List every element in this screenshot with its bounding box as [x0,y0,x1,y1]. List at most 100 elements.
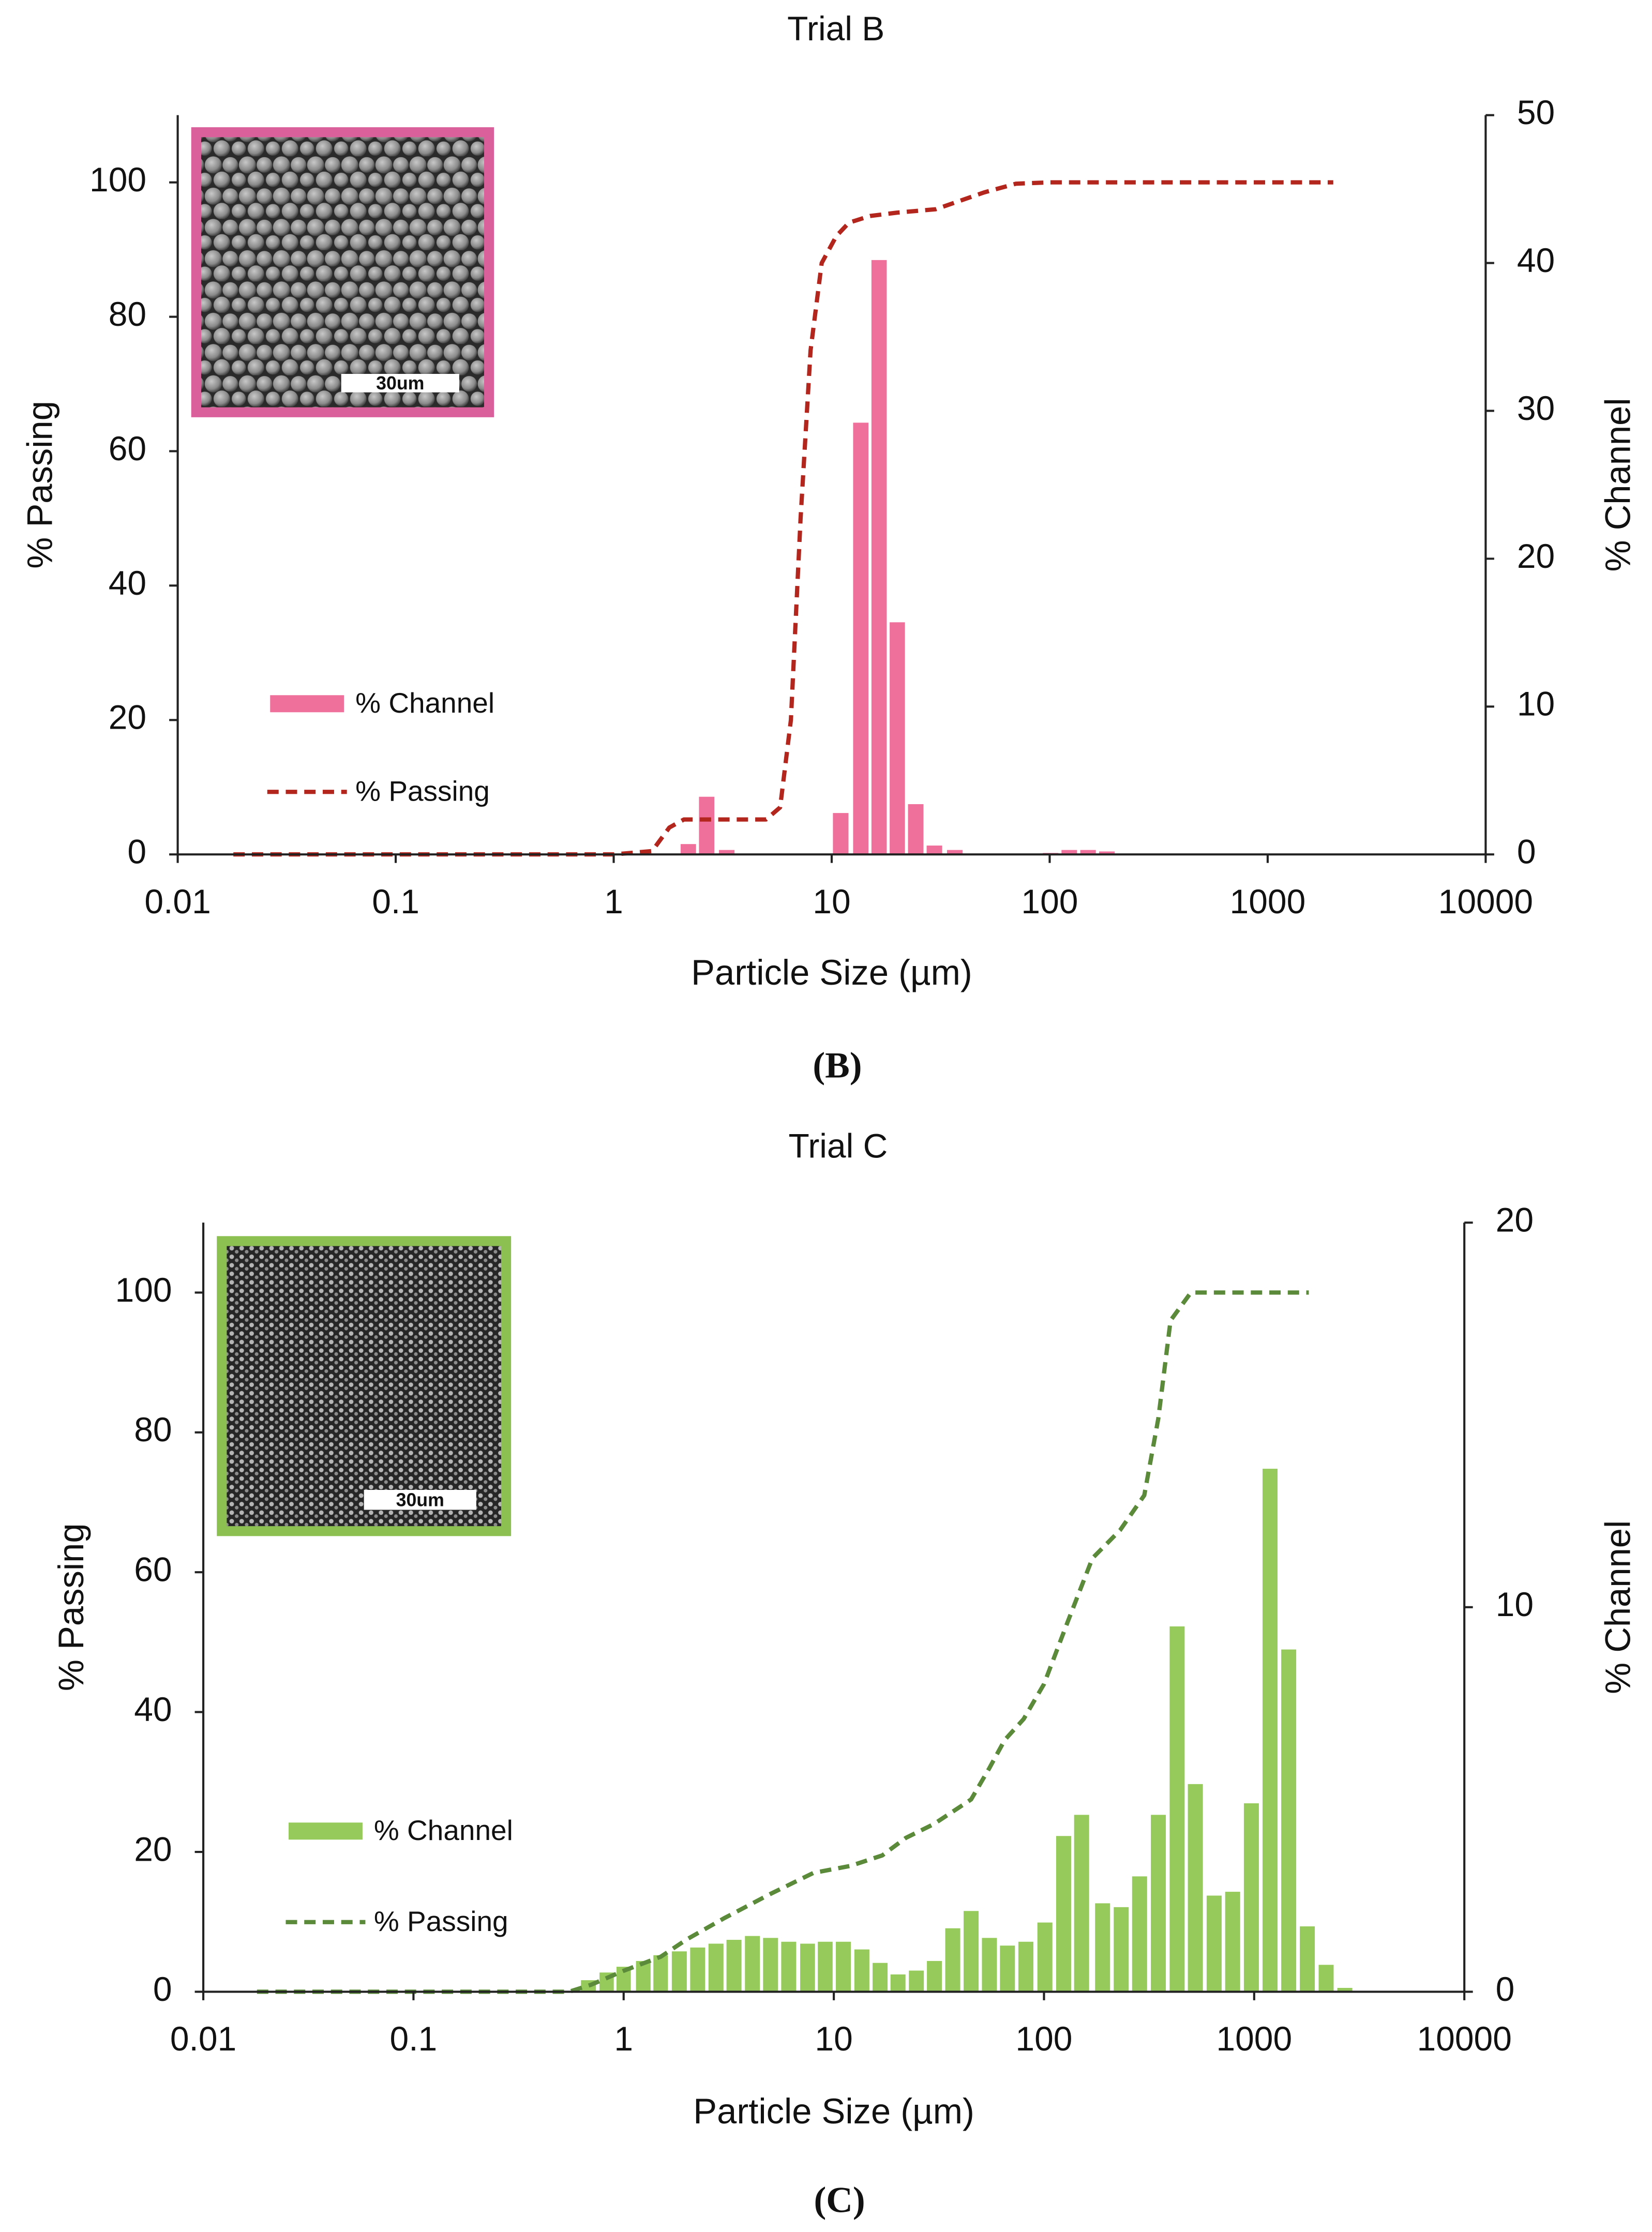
x-tick-label: 1 [604,882,623,921]
bar [1263,1469,1278,1992]
bar [1151,1815,1166,1992]
x-tick-label: 10000 [1438,882,1533,921]
bar [1300,1926,1315,1992]
legend-swatch [288,1822,363,1840]
y2-tick-label: 30 [1517,389,1555,427]
chart-title: Trial C [788,1127,888,1165]
x-tick-label: 0.1 [372,882,419,921]
y2-tick-label: 20 [1496,1201,1534,1239]
bar [726,1940,742,1992]
bar [871,260,887,855]
bar [1114,1907,1129,1992]
inset-image [217,1236,512,1536]
bar [947,850,963,855]
x-tick-label: 1000 [1230,882,1306,921]
bar [1169,1626,1185,1992]
bar [927,1960,942,1992]
bar [653,1955,668,1992]
bar [1188,1784,1203,1992]
x-tick-label: 10000 [1417,2019,1511,2058]
y-tick-label: 20 [134,1830,172,1868]
y-tick-label: 0 [127,833,146,871]
bar [1243,1803,1259,1992]
legend-label: % Channel [355,687,494,719]
x-tick-label: 0.01 [144,882,211,921]
bar [1206,1895,1222,1992]
bar [982,1938,997,1992]
inset-image [191,127,494,417]
x-tick-label: 100 [1015,2019,1072,2058]
y-tick-label: 100 [115,1271,172,1309]
x-axis-title: Particle Size (µm) [693,2091,974,2131]
line [257,1290,1309,1994]
bar [926,846,942,855]
bar [909,1970,924,1992]
bar [745,1936,760,1992]
x-tick-label: 1 [614,2019,633,2058]
y-tick-label: 40 [134,1690,172,1728]
bar [890,622,905,855]
y2-tick-label: 10 [1517,685,1555,723]
bar [1225,1892,1240,1992]
y2-tick-label: 40 [1517,241,1555,279]
y-tick-label: 0 [153,1970,172,2008]
bar [1318,1965,1334,1992]
bar [818,1941,833,1992]
y2-axis-title: % Channel [1598,1520,1638,1694]
bar [964,1911,979,1992]
bar [1074,1815,1089,1992]
y2-axis-title: % Channel [1598,398,1638,571]
y-tick-label: 60 [109,429,146,467]
y2-tick-label: 10 [1496,1585,1534,1623]
bar [945,1928,960,1992]
y-tick-label: 20 [109,698,146,736]
legend-label: % Passing [355,775,490,807]
y2-tick-label: 0 [1496,1970,1515,2008]
legend-label: % Passing [374,1905,508,1937]
x-tick-label: 100 [1021,882,1078,921]
caption: (B) [813,1045,862,1086]
legend-label: % Channel [374,1814,513,1846]
bar [1132,1876,1147,1992]
bar [1018,1941,1033,1992]
bar [854,1949,869,1992]
x-tick-label: 10 [813,882,850,921]
chart-title: Trial B [787,9,884,48]
x-tick-label: 0.01 [170,2019,236,2058]
bar [873,1963,888,1992]
bar [833,813,849,855]
y-tick-label: 100 [89,160,146,199]
scale-bar-label: 30um [396,1489,444,1510]
bar [853,423,869,855]
y2-tick-label: 20 [1517,537,1555,575]
bar [1056,1836,1071,1992]
y2-tick-label: 0 [1517,833,1536,871]
bar [1037,1922,1053,1992]
bar [1080,850,1096,855]
bar [836,1941,851,1992]
x-tick-label: 1000 [1216,2019,1292,2058]
line [233,180,1333,857]
bar [1337,1987,1353,1992]
y-tick-label: 80 [134,1410,172,1449]
bar [800,1943,815,1992]
y-tick-label: 80 [109,295,146,333]
scale-bar [364,1489,476,1510]
bar [1095,1903,1110,1992]
bar [890,1974,906,1992]
y2-tick-label: 50 [1517,93,1555,131]
bar [1281,1649,1297,1992]
bar [763,1938,778,1992]
x-tick-label: 10 [815,2019,852,2058]
caption: (C) [814,2179,865,2220]
bar [671,1951,687,1992]
bar [699,796,715,855]
scale-bar-label: 30um [376,373,424,394]
x-tick-label: 0.1 [390,2019,438,2058]
y-tick-label: 60 [134,1550,172,1589]
bar [1099,851,1115,855]
bar [781,1941,797,1992]
y-axis-title: % Passing [51,1523,91,1691]
